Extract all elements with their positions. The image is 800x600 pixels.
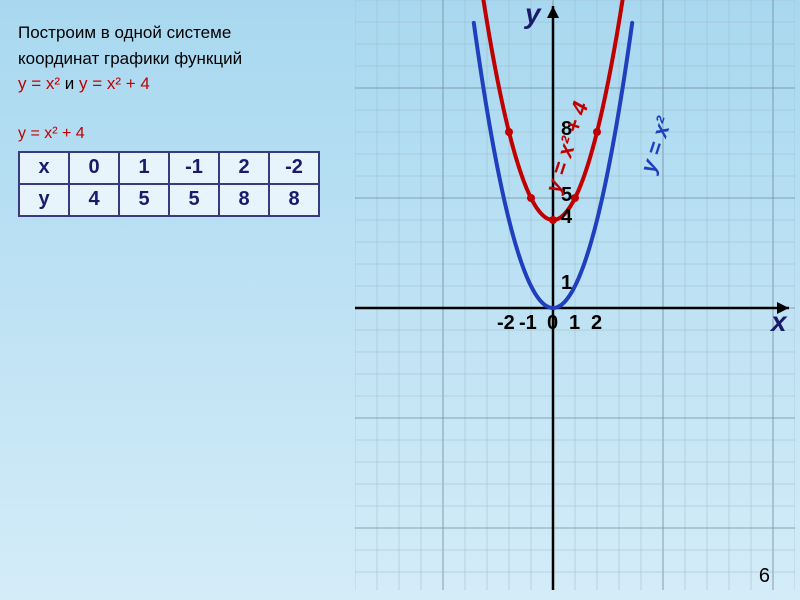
x-tick-label: 2 [591,312,602,335]
instruction-line2: координат графики функций [18,49,242,68]
table-cell: 4 [69,184,119,216]
coordinate-chart: -2-10121458yxy = x²y = x² + 4 [355,0,795,590]
table-cell: 5 [119,184,169,216]
page-number: 6 [759,565,770,588]
table-row: x 0 1 -1 2 -2 [19,152,319,184]
equation-1: y = x² [18,74,60,93]
table-cell: 8 [219,184,269,216]
x-axis-label: x [771,306,787,338]
y-tick-label: 1 [561,272,572,295]
table-row: y 4 5 5 8 8 [19,184,319,216]
values-table: x 0 1 -1 2 -2 y 4 5 5 8 8 [18,151,320,217]
x-tick-label: -2 [497,312,515,335]
x-tick-label: -1 [519,312,537,335]
left-panel: Построим в одной системе координат графи… [18,20,338,217]
instruction-text: Построим в одной системе координат графи… [18,20,338,97]
table-cell: 8 [269,184,319,216]
table-cell: 0 [69,152,119,184]
x-tick-label: 1 [569,312,580,335]
equation-2: y = x² + 4 [79,74,150,93]
x-tick-label: 0 [547,312,558,335]
table-cell: 5 [169,184,219,216]
table-formula: y = x² + 4 [18,125,338,143]
and-text: и [60,74,79,93]
table-cell: 1 [119,152,169,184]
table-cell: -1 [169,152,219,184]
y-axis-label: y [525,0,541,30]
instruction-line1: Построим в одной системе [18,23,231,42]
y-tick-label: 4 [561,206,572,229]
table-header-y: y [19,184,69,216]
table-header-x: x [19,152,69,184]
table-cell: -2 [269,152,319,184]
table-cell: 2 [219,152,269,184]
